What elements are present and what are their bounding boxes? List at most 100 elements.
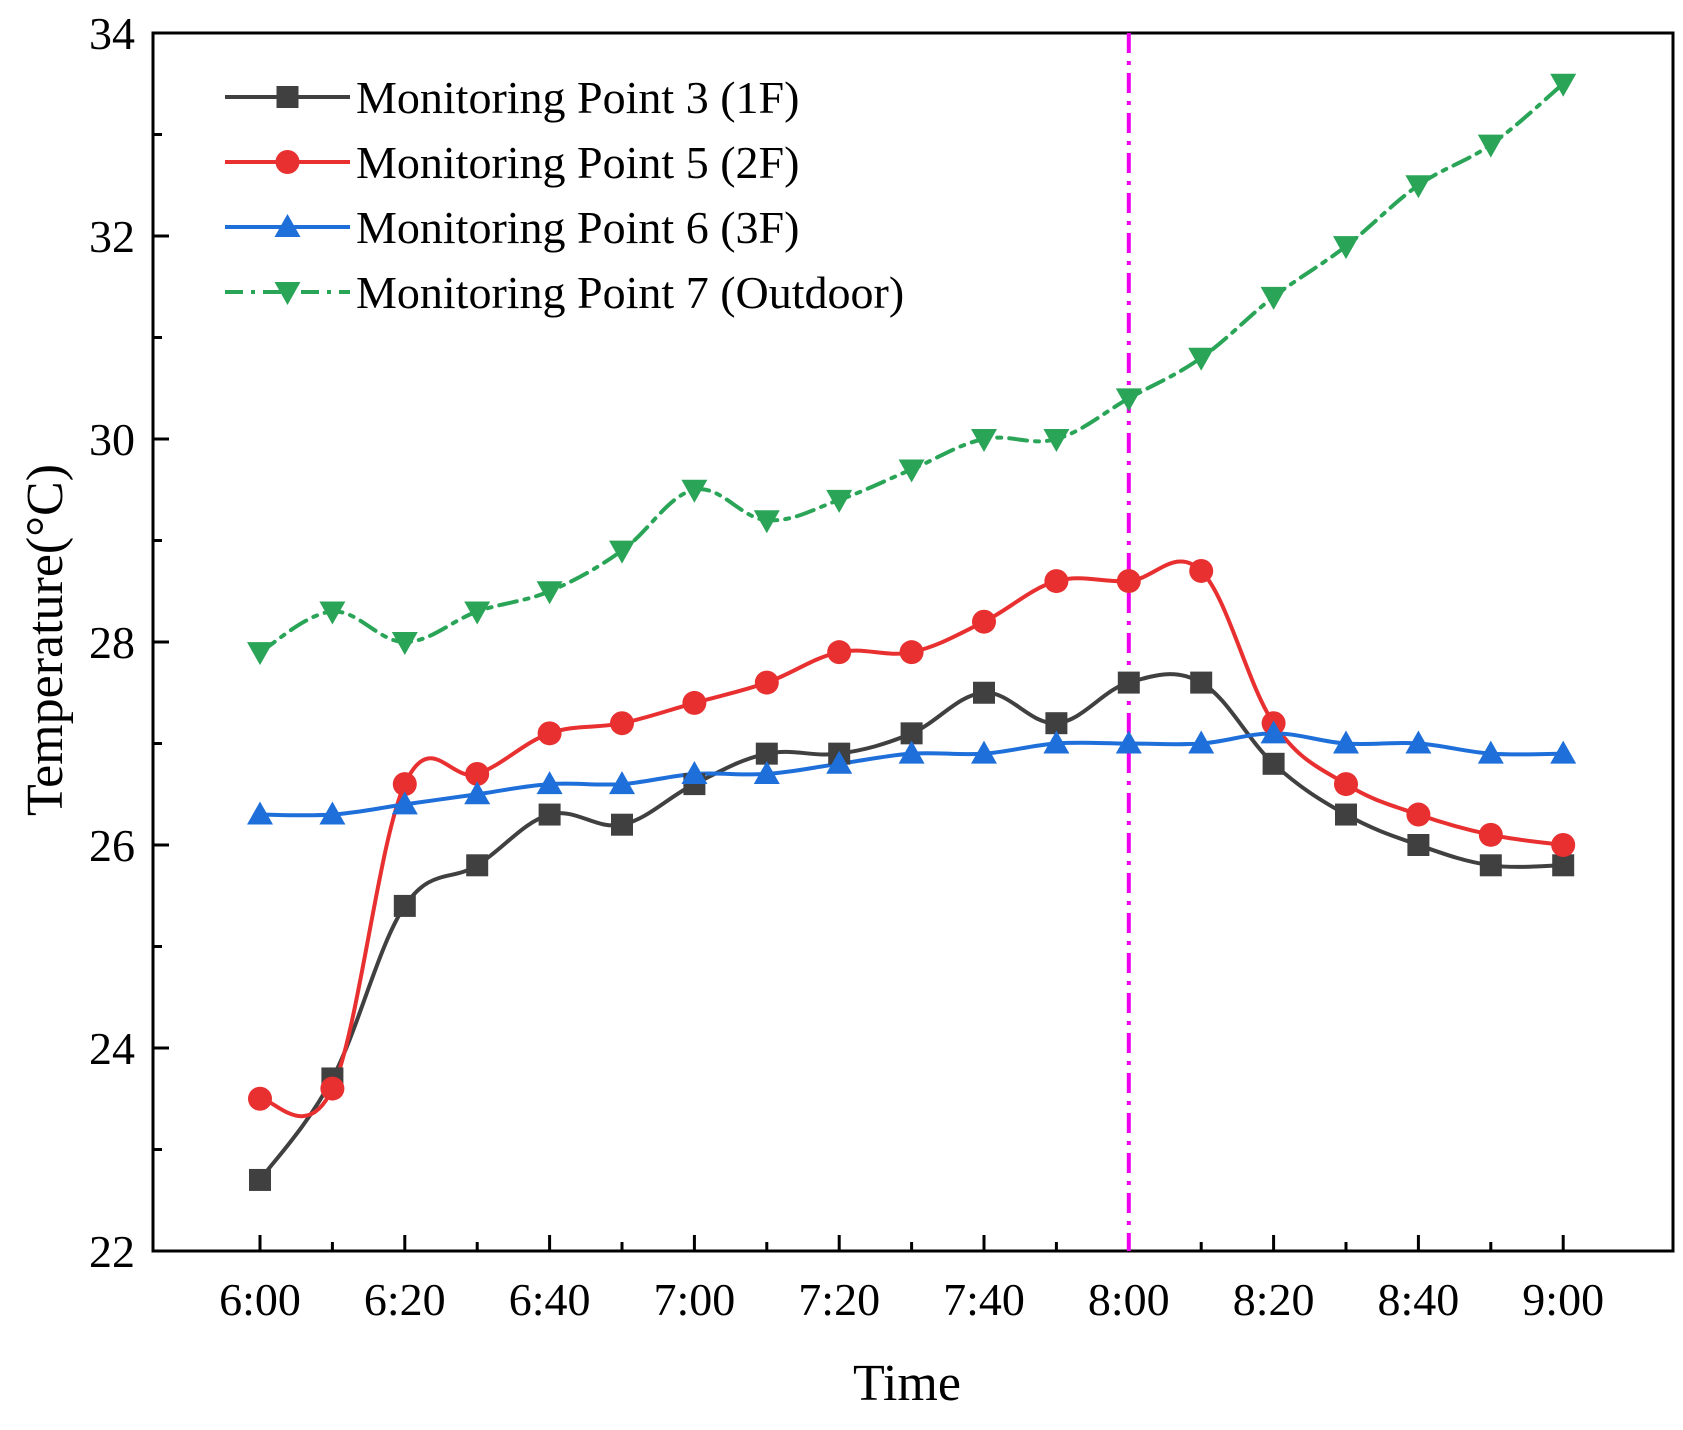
series-3-point [247,801,273,825]
series-1-point [1335,803,1357,826]
series-3-point [464,781,491,805]
y-tick-label: 26 [89,820,135,871]
y-axis-title: Temperature(°C) [17,464,74,816]
series-4-point [319,601,346,625]
x-tick-label: 8:40 [1378,1274,1460,1325]
series-3-point [391,791,418,815]
series-4-point [1550,73,1577,97]
series-2-point [1406,802,1431,827]
legend-marker-2 [275,150,300,174]
series-1-point [973,681,995,704]
x-axis-title: Time [853,1355,961,1412]
series-1-point [900,722,923,745]
series-1-point [393,894,416,917]
series-4-point [1333,236,1359,260]
legend-label-1: Monitoring Point 3 (1F) [356,72,799,123]
y-tick-label: 32 [89,211,135,262]
series-1-point [466,854,489,877]
series-3-point [1550,740,1577,764]
plot-area: 22 24 26 28 30 32 34 6:00 6:20 6:40 7:00 7:20 7:40 8:… [89,8,1675,1325]
series-4-point [391,632,418,655]
series-4-point [1115,388,1142,412]
series-4-point [753,510,780,534]
series-4-point [609,540,635,564]
series-2-point [899,640,924,665]
series-3-point [536,771,563,795]
series-1-point [611,813,633,836]
series-line-2 [258,559,1566,1118]
series-2-point [754,670,779,695]
series-3-point [1043,730,1070,754]
series-3-point [971,740,997,764]
series-line-1 [258,672,1566,1182]
series-4-point [826,489,853,513]
series-3-point [1188,730,1215,754]
series-1-point [1407,834,1430,856]
series-2-point [682,690,707,715]
series-3-point [898,740,925,764]
legend-marker-4 [274,282,301,305]
series-1-point [1117,671,1140,694]
series-3-point [1405,730,1432,754]
series-1-point [1190,671,1213,694]
series-2-point [248,1086,272,1111]
series-2-point [465,761,490,786]
series-1-point [1552,854,1575,877]
x-tick-label: 8:20 [1233,1274,1315,1325]
series-3-point [681,760,708,784]
series-3-point [1333,730,1359,754]
series-4-point [464,601,491,625]
series-4-point [898,459,925,483]
series-1-point [538,803,561,826]
x-tick-label: 6:20 [364,1274,446,1325]
x-tick-label: 7:00 [654,1274,736,1325]
series-2-point [392,772,417,797]
series-1-point [249,1168,271,1191]
legend-label-3: Monitoring Point 6 (3F) [356,202,799,253]
y-tick-label: 34 [89,8,135,59]
series-4-point [1043,429,1070,452]
series-2-point [537,721,562,746]
series-2-point [1478,822,1503,847]
legend-label-4: Monitoring Point 7 (Outdoor) [356,267,904,318]
series-2-point [1551,833,1576,857]
series-2-point [1044,569,1069,594]
series-3-point [826,750,853,774]
series-1-point [1045,712,1068,735]
series-1-point [1262,752,1285,775]
series-4-point [1477,134,1504,158]
legend-marker-1 [276,86,299,108]
series-1-point [1479,854,1502,877]
x-tick-label: 7:40 [943,1274,1025,1325]
series-2-point [320,1076,345,1101]
x-tick-label: 7:20 [798,1274,880,1325]
series-4-point [681,479,708,503]
series-3-point [1260,720,1287,744]
series-2-point [1116,569,1141,594]
series-3-point [609,771,635,795]
x-tick-label: 6:40 [509,1274,591,1325]
y-tick-label: 28 [89,617,135,668]
series-4-point [971,429,997,452]
series-3-point [319,801,346,825]
y-tick-label: 30 [89,414,135,465]
series-4-point [1188,347,1215,371]
x-tick-label: 9:00 [1522,1274,1604,1325]
y-tick-label: 22 [89,1226,135,1277]
series-4-point [536,581,563,605]
series-3-point [1115,730,1142,754]
series-3-point [753,760,780,784]
series-2-point [1189,558,1214,583]
series-4-point [1260,286,1287,310]
series-1-point [755,742,778,765]
y-tick-label: 24 [89,1023,135,1074]
series-2-point [972,609,996,634]
series-4-point [1405,175,1432,199]
series-2-point [1334,772,1358,797]
series-3-point [1477,740,1504,764]
legend-marker-3 [274,214,301,237]
series-2-point [610,711,634,736]
x-tick-label: 8:00 [1088,1274,1170,1325]
legend-label-2: Monitoring Point 5 (2F) [356,137,799,188]
